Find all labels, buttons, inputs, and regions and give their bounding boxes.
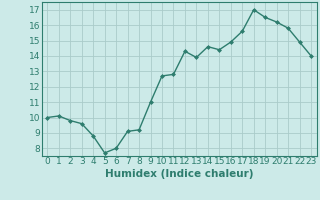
X-axis label: Humidex (Indice chaleur): Humidex (Indice chaleur) <box>105 169 253 179</box>
